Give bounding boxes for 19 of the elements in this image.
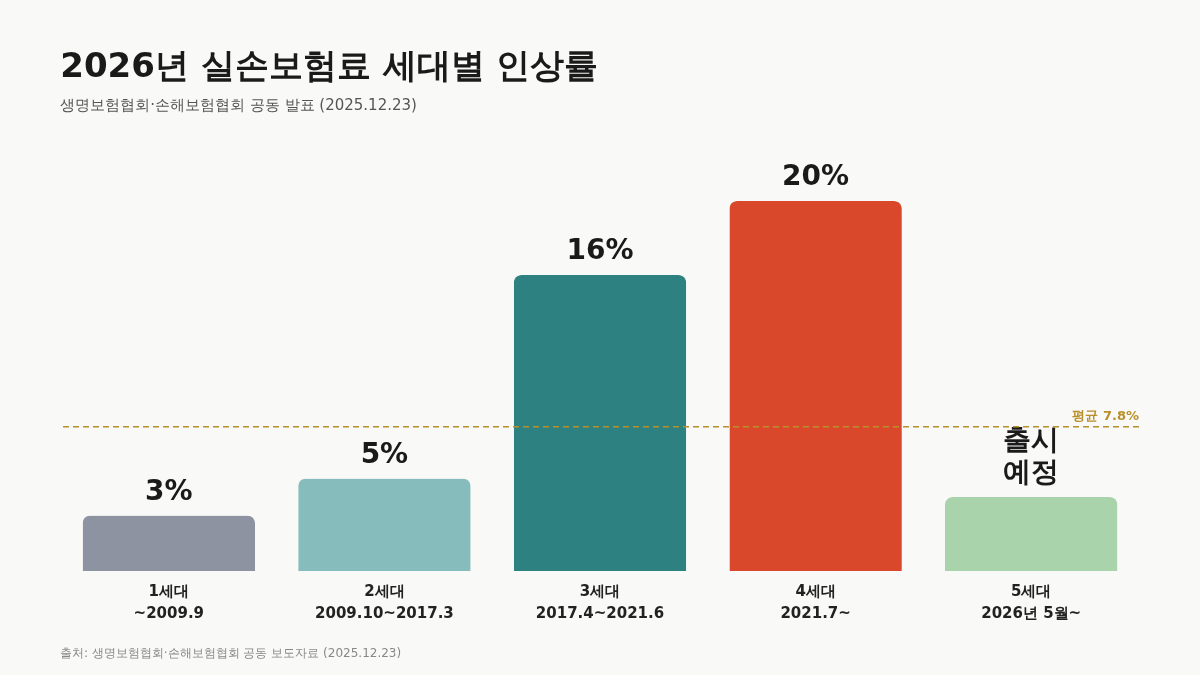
data-label: 16% <box>566 233 634 266</box>
source-note: 출처: 생명보험협회·손해보험협회 공동 보도자료 (2025.12.23) <box>60 645 402 662</box>
text: 출시 예정 <box>1003 423 1060 488</box>
bar <box>729 201 902 571</box>
data-label: 20% <box>782 159 850 192</box>
bar <box>944 497 1118 571</box>
x-tick-label: 3세대 2017.4~2021.6 <box>535 581 665 622</box>
data-label: 5% <box>360 436 409 470</box>
chart-subtitle: 생명보험협회·손해보험협회 공동 발표 (2025.12.23) <box>60 96 417 114</box>
x-tick-label: 2세대 2009.10~2017.3 <box>315 581 454 622</box>
x-tick-label: 1세대 ~2009.9 <box>133 581 205 622</box>
bar <box>298 478 471 571</box>
bar <box>513 275 687 571</box>
chart-title: 2026년 실손보험료 세대별 인상률 <box>60 45 599 85</box>
ref-line-label: 평균 7.8% <box>1072 407 1139 423</box>
bar <box>82 515 256 571</box>
x-tick-label: 5세대 2026년 5월~ <box>981 581 1082 622</box>
x-tick-label: 4세대 2021.7~ <box>780 581 851 622</box>
data-label: 3% <box>145 473 193 507</box>
